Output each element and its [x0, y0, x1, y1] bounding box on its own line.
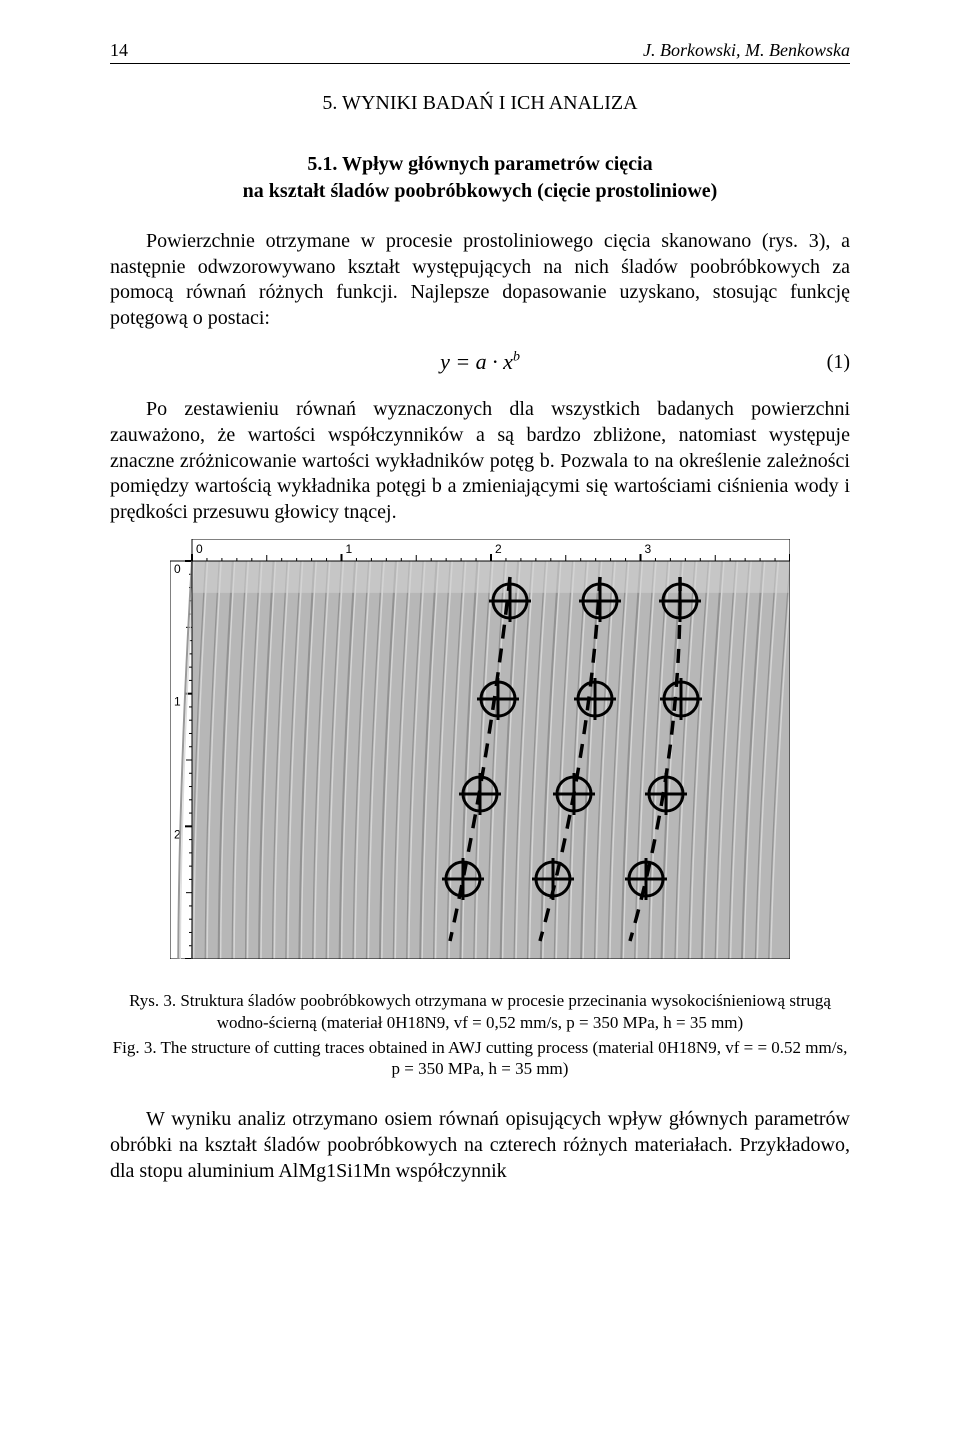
header-authors: J. Borkowski, M. Benkowska: [643, 40, 850, 61]
svg-text:0: 0: [174, 562, 181, 576]
equation-number: (1): [827, 351, 850, 374]
page: 14 J. Borkowski, M. Benkowska 5. WYNIKI …: [0, 0, 960, 1254]
figure-3: 012340123: [110, 539, 850, 964]
paragraph-1: Powierzchnie otrzymane w procesie prosto…: [110, 229, 850, 331]
section-title: 5. WYNIKI BADAŃ I ICH ANALIZA: [110, 92, 850, 115]
equation-body: y = a · x: [440, 349, 513, 374]
figure-svg: 012340123: [170, 539, 790, 959]
svg-text:3: 3: [645, 542, 652, 556]
caption-en: Fig. 3. The structure of cutting traces …: [110, 1037, 850, 1080]
subsection-title-line2: na kształt śladów poobróbkowych (cięcie …: [243, 180, 718, 202]
svg-text:0: 0: [196, 542, 203, 556]
running-header: 14 J. Borkowski, M. Benkowska: [110, 40, 850, 64]
caption-pl: Rys. 3. Struktura śladów poobróbkowych o…: [110, 990, 850, 1033]
subsection-title-line1: 5.1. Wpływ głównych parametrów cięcia: [307, 153, 652, 175]
equation-row: y = a · xb (1): [110, 345, 850, 379]
paragraph-3: W wyniku analiz otrzymano osiem równań o…: [110, 1107, 850, 1184]
equation-exponent: b: [513, 350, 520, 365]
svg-text:1: 1: [174, 695, 181, 709]
svg-text:1: 1: [346, 542, 353, 556]
equation: y = a · xb: [440, 349, 520, 375]
subsection-title: 5.1. Wpływ głównych parametrów cięcia na…: [110, 151, 850, 205]
page-number: 14: [110, 40, 128, 61]
svg-text:2: 2: [495, 542, 502, 556]
paragraph-2: Po zestawieniu równań wyznaczonych dla w…: [110, 397, 850, 525]
